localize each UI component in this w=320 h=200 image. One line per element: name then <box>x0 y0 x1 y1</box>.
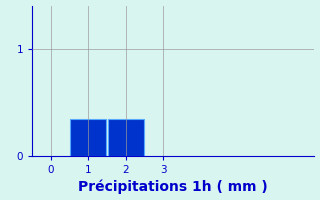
Bar <box>70 118 106 156</box>
Bar <box>108 118 144 156</box>
X-axis label: Précipitations 1h ( mm ): Précipitations 1h ( mm ) <box>78 179 268 194</box>
